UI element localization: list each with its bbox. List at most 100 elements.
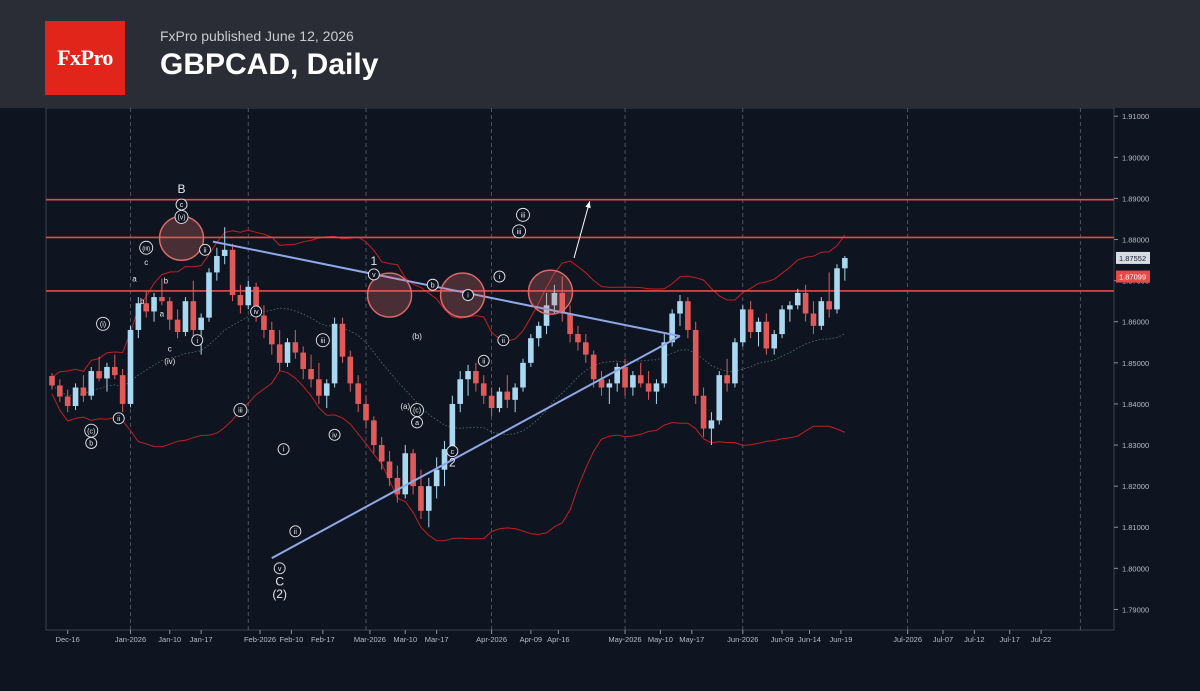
candle-body (347, 356, 354, 384)
wave-label: b (89, 441, 93, 448)
wave-label: C (275, 575, 284, 589)
price-label: 1.87552 (1119, 254, 1146, 263)
candle-body (810, 313, 817, 326)
wave-label: 1 (371, 254, 378, 268)
candle-body (245, 286, 252, 306)
highlight-circle (527, 269, 574, 315)
candle-body (747, 309, 754, 333)
wave-label: (v) (177, 215, 185, 222)
x-tick-label: Apr-16 (547, 635, 570, 644)
candle-body (253, 286, 259, 316)
candle-body (284, 342, 291, 363)
wave-label-circle (112, 412, 125, 425)
chart-svg: 1.910001.900001.890001.880001.870001.860… (45, 107, 1150, 644)
chart-area: 1.910001.900001.890001.880001.870001.860… (0, 107, 1200, 686)
wave-label-circle (250, 305, 263, 318)
wave-label: ii (502, 338, 506, 345)
wave-label-circle (493, 270, 506, 283)
x-tick-label: Jul-07 (933, 635, 953, 644)
candle-body (418, 486, 424, 511)
x-tick-label: Jun-2026 (727, 635, 758, 644)
candle-body (520, 362, 526, 388)
candle-body (645, 383, 652, 392)
candle-body (72, 387, 79, 406)
y-tick-label: 1.80000 (1122, 564, 1149, 573)
x-tick-label: Jun-09 (771, 635, 794, 644)
wave-label-circle (477, 354, 490, 367)
candle-body (692, 329, 699, 396)
candle-body (826, 301, 832, 310)
candle-body (473, 371, 479, 384)
published-date: FxPro published June 12, 2026 (160, 28, 354, 44)
wave-label: (i) (100, 321, 106, 328)
candle-body (151, 297, 157, 312)
wave-label-circle (191, 334, 204, 347)
wave-label: 2 (449, 456, 456, 470)
wave-label: c (144, 258, 148, 267)
y-tick-label: 1.83000 (1122, 441, 1149, 450)
x-tick-label: Jun-19 (829, 635, 852, 644)
wave-label: b (140, 297, 145, 306)
wave-label: a (132, 275, 137, 284)
bollinger-middle (51, 307, 845, 436)
candle-body (119, 375, 126, 404)
fxpro-logo: FxPro (45, 21, 125, 95)
wave-label-circle (497, 334, 510, 347)
price-label-box (1116, 251, 1150, 264)
y-tick-label: 1.90000 (1122, 153, 1149, 162)
candle-body (363, 403, 369, 421)
x-tick-label: Mar-2026 (354, 635, 386, 644)
candle-body (323, 383, 330, 396)
wave-label: B (178, 182, 186, 196)
candle-body (480, 383, 487, 396)
candle-body (567, 313, 573, 335)
x-tick-label: Jan-17 (190, 635, 213, 644)
wave-label: i (499, 274, 501, 281)
x-tick-label: May-17 (679, 635, 704, 644)
candle-body (606, 383, 613, 388)
candle-body (112, 366, 118, 376)
candle-body (740, 309, 746, 343)
candle-body (504, 391, 511, 400)
x-tick-label: Apr-2026 (476, 635, 507, 644)
candle-body (763, 321, 770, 349)
candle-body (708, 420, 715, 429)
candle-body (378, 445, 385, 462)
candle-body (794, 292, 801, 306)
candle-body (64, 396, 71, 406)
candle-body (771, 334, 777, 349)
wave-label: iii (517, 229, 522, 236)
candle-body (834, 268, 840, 310)
projection-arrow (573, 201, 591, 259)
y-tick-label: 1.86000 (1122, 318, 1149, 327)
candle-body (135, 303, 142, 330)
candle-body (661, 342, 668, 384)
price-label: 1.87099 (1119, 273, 1146, 282)
candle-body (457, 379, 463, 404)
candle-body (371, 420, 377, 446)
wave-label-circle (315, 333, 330, 348)
x-tick-label: Mar-10 (393, 635, 417, 644)
wave-label-circle (426, 278, 439, 291)
bollinger-upper (51, 229, 846, 378)
y-tick-label: 1.88000 (1122, 236, 1149, 245)
candle-body (182, 301, 189, 333)
logo-text: FxPro (57, 45, 113, 70)
x-tick-label: Jan-10 (158, 635, 181, 644)
candle-body (143, 303, 149, 312)
candle-body (88, 371, 95, 396)
y-tick-label: 1.85000 (1122, 359, 1149, 368)
wave-label-circle (367, 268, 380, 281)
projection-arrow-head (585, 201, 591, 209)
candle-body (528, 338, 534, 363)
candle-body (716, 375, 723, 421)
candle-body (96, 371, 102, 379)
wave-label: iv (254, 309, 260, 316)
x-tick-label: Dec-16 (56, 635, 80, 644)
wave-label: (a) (400, 402, 410, 411)
wave-label: (2) (272, 587, 287, 601)
y-tick-label: 1.81000 (1122, 523, 1149, 532)
x-tick-label: Jun-14 (798, 635, 821, 644)
candle-body (802, 292, 809, 314)
candle-body (465, 371, 471, 380)
